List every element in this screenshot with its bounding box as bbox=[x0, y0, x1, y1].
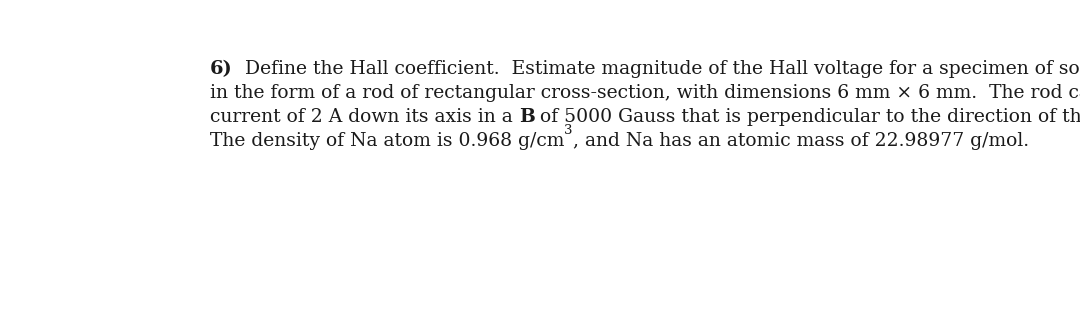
Text: 3: 3 bbox=[565, 124, 572, 137]
Text: B: B bbox=[518, 108, 535, 126]
Text: in the form of a rod of rectangular cross-section, with dimensions 6 mm × 6 mm. : in the form of a rod of rectangular cros… bbox=[210, 84, 1080, 102]
Text: The density of Na atom is 0.968 g/cm: The density of Na atom is 0.968 g/cm bbox=[210, 132, 565, 150]
Text: , and Na has an atomic mass of 22.98977 g/mol.: , and Na has an atomic mass of 22.98977 … bbox=[572, 132, 1029, 150]
Text: Define the Hall coefficient.  Estimate magnitude of the Hall voltage for a speci: Define the Hall coefficient. Estimate ma… bbox=[233, 60, 1080, 78]
Text: 6): 6) bbox=[210, 60, 233, 78]
Text: of 5000 Gauss that is perpendicular to the direction of the current.: of 5000 Gauss that is perpendicular to t… bbox=[535, 108, 1080, 126]
Text: current of 2 A down its axis in a: current of 2 A down its axis in a bbox=[210, 108, 518, 126]
